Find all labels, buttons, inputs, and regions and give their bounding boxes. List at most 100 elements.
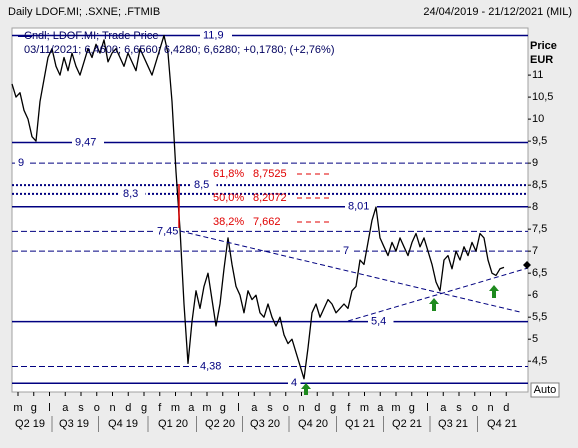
level-label: 7,45 [157, 225, 178, 237]
x-tick-label: s [267, 402, 273, 414]
level-label-bg [345, 200, 377, 213]
y-tick-label: 10,5 [532, 91, 553, 103]
y-tick-label: 10 [532, 113, 544, 125]
quarter-label: Q4 20 [298, 418, 328, 430]
x-tick-label: g [220, 402, 226, 414]
level-label-bg [200, 29, 232, 42]
y-tick-label: 4,5 [532, 355, 547, 367]
x-tick-label: l [48, 402, 50, 414]
y-tick-label: 7,5 [532, 223, 547, 235]
x-tick-label: m [391, 402, 400, 414]
level-label: 8,01 [348, 201, 369, 213]
fib-ratio: 50,0% [213, 192, 244, 204]
y-tick-label: 8,5 [532, 179, 547, 191]
arrows [301, 285, 499, 395]
x-tick-label: n [298, 402, 304, 414]
x-tick-label: n [487, 402, 493, 414]
legend-entry: Cndl; LDOF.MI; Trade Price [24, 30, 159, 42]
x-tick-label: d [314, 402, 320, 414]
level-label: 7 [343, 245, 349, 257]
info-line: 03/11/2021; 6,4600; 6,6560; 6,4280; 6,62… [24, 44, 335, 56]
x-tick-label: m [202, 402, 211, 414]
x-tick-label: l [237, 402, 239, 414]
x-tick-label: s [78, 402, 84, 414]
trend-line [179, 230, 521, 313]
level-label: 4 [291, 377, 297, 389]
x-tick-label: o [283, 402, 289, 414]
level-label-bg [15, 157, 28, 170]
auto-label[interactable]: Auto [534, 384, 557, 396]
x-tick-label: a [188, 402, 195, 414]
x-tick-label: m [360, 402, 369, 414]
arrow [429, 298, 439, 311]
level-label: 8,5 [194, 179, 209, 191]
x-tick-label: f [158, 402, 162, 414]
level-label-bg [72, 136, 104, 149]
quarter-label: Q3 19 [59, 418, 89, 430]
x-tick-label: a [62, 402, 69, 414]
marker [523, 261, 531, 269]
y-axis-label: Price [530, 40, 557, 52]
fib-ratio: 38,2% [213, 216, 244, 228]
level-label: 8,3 [123, 188, 138, 200]
x-tick-label: l [426, 402, 428, 414]
level-label-bg [120, 187, 146, 200]
level-label-bg [197, 360, 229, 373]
x-tick-label: a [440, 402, 447, 414]
y-tick-label: 11 [532, 69, 543, 81]
y-tick-label: 8 [532, 201, 538, 213]
quarter-label: Q2 21 [392, 418, 422, 430]
auto-button[interactable] [530, 382, 560, 398]
x-tick-label: a [251, 402, 258, 414]
x-tick-label: g [31, 402, 37, 414]
x-tick-label: d [125, 402, 131, 414]
y-tick-label: 9 [532, 157, 538, 169]
trend-line [347, 267, 529, 322]
fib-ratio: 61,8% [213, 168, 244, 180]
y-tick-label: 5,5 [532, 311, 547, 323]
fib-value: 8,2072 [253, 192, 287, 204]
y-tick-label: 7 [532, 245, 538, 257]
level-label-bg [288, 377, 301, 390]
y-tick-label: 9,5 [532, 135, 547, 147]
level-label-bg [191, 179, 217, 192]
y-tick-label: 6,5 [532, 267, 547, 279]
level-label: 5,4 [371, 315, 386, 327]
x-tick-label: d [503, 402, 509, 414]
level-label-bg [340, 245, 353, 258]
price-line [11, 34, 505, 380]
arrow [301, 383, 311, 395]
y-axis-label: EUR [530, 54, 553, 66]
x-tick-label: m [171, 402, 180, 414]
x-tick-label: g [141, 402, 147, 414]
x-tick-label: a [377, 402, 384, 414]
x-tick-label: g [330, 402, 336, 414]
level-label: 9,47 [75, 136, 96, 148]
plot-area [11, 27, 529, 393]
quarter-label: Q4 19 [108, 418, 138, 430]
x-tick-label: m [13, 402, 22, 414]
quarter-label: Q1 21 [345, 418, 375, 430]
level-label: 9 [18, 157, 24, 169]
fib-value: 7,662 [253, 216, 281, 228]
date-range: 24/04/2019 - 21/12/2021 (MIL) [423, 6, 572, 18]
x-tick-label: o [94, 402, 100, 414]
quarter-label: Q2 20 [205, 418, 235, 430]
x-tick-label: g [409, 402, 415, 414]
x-tick-label: o [472, 402, 478, 414]
x-tick-label: f [347, 402, 351, 414]
x-tick-label: s [456, 402, 462, 414]
quarter-label: Q4 21 [487, 418, 517, 430]
quarter-label: Q3 20 [250, 418, 280, 430]
quarter-label: Q3 21 [438, 418, 468, 430]
chart-title: Daily LDOF.MI; .SXNE; .FTMIB [8, 6, 160, 18]
x-tick-label: n [109, 402, 115, 414]
level-label: 4,38 [200, 360, 221, 372]
level-label-bg [154, 225, 186, 238]
level-label-bg [368, 315, 394, 328]
y-tick-label: 5 [532, 333, 538, 345]
quarter-label: Q2 19 [15, 418, 45, 430]
fib-value: 8,7525 [253, 168, 287, 180]
arrow [489, 285, 499, 298]
